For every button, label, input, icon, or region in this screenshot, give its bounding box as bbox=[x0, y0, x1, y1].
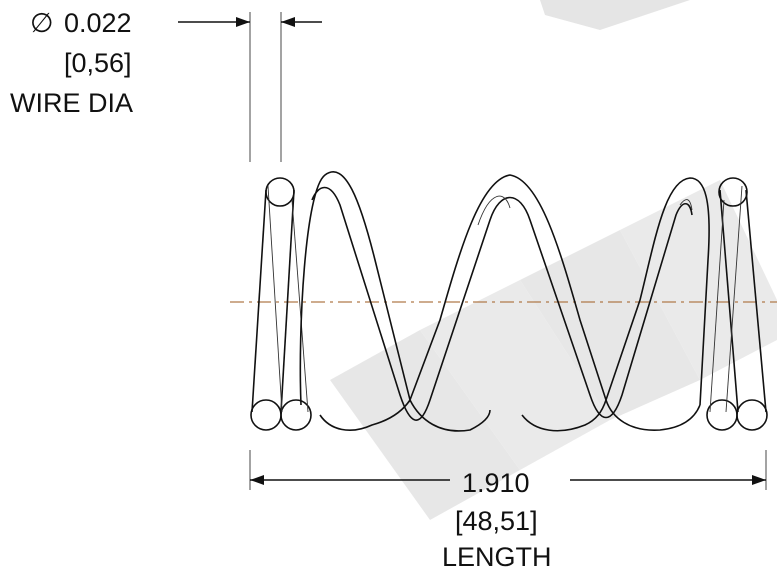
length-label: LENGTH bbox=[442, 542, 552, 570]
diameter-symbol-icon: ∅ bbox=[30, 8, 54, 38]
length-value-in: 1.910 bbox=[462, 468, 530, 498]
spring-coils bbox=[250, 171, 768, 432]
wire-dia-label: WIRE DIA bbox=[10, 88, 133, 118]
wire-dia-value-in: 0.022 bbox=[64, 8, 132, 38]
length-dimension bbox=[249, 450, 767, 490]
watermark-logo bbox=[330, 0, 777, 520]
wire-dia-dimension bbox=[178, 12, 322, 162]
length-value-mm: [48,51] bbox=[455, 506, 538, 536]
wire-dia-value-mm: [0,56] bbox=[64, 48, 132, 78]
